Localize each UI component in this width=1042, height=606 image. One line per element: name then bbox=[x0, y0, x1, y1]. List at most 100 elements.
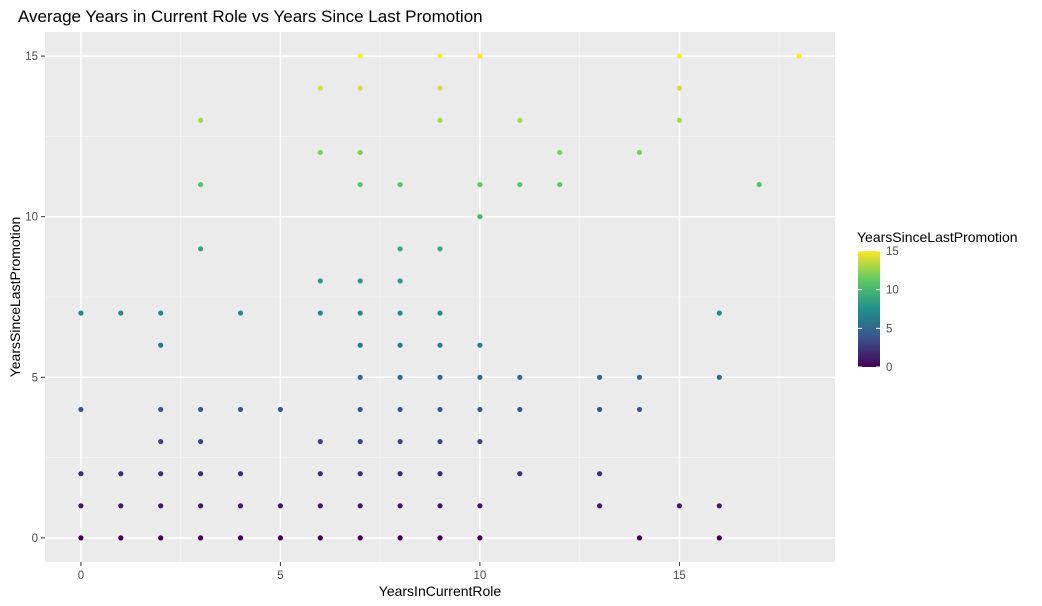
data-point bbox=[198, 535, 204, 541]
data-point bbox=[437, 53, 443, 59]
data-point bbox=[397, 278, 403, 284]
data-point bbox=[397, 181, 403, 188]
data-point bbox=[517, 374, 523, 380]
legend: YearsSinceLastPromotion 0 5 10 15 bbox=[857, 229, 1018, 374]
data-point bbox=[636, 535, 643, 541]
data-point bbox=[158, 438, 164, 445]
data-point bbox=[676, 503, 682, 509]
data-point bbox=[357, 374, 363, 380]
data-point bbox=[437, 85, 443, 91]
legend-colorbar bbox=[858, 251, 880, 367]
data-point bbox=[596, 503, 603, 509]
data-point bbox=[756, 181, 762, 188]
data-point bbox=[198, 406, 204, 413]
data-point bbox=[158, 342, 164, 348]
data-point bbox=[158, 471, 164, 477]
minor-gridlines bbox=[45, 32, 835, 562]
data-point bbox=[517, 117, 523, 123]
data-point bbox=[477, 214, 483, 220]
data-point bbox=[397, 310, 403, 316]
data-point bbox=[78, 310, 84, 316]
y-axis-title: YearsSinceLastPromotion bbox=[7, 217, 23, 378]
data-point bbox=[118, 535, 124, 541]
data-point bbox=[437, 471, 443, 477]
data-point bbox=[596, 374, 603, 380]
y-tick-label: 5 bbox=[32, 372, 38, 384]
x-axis-title: YearsInCurrentRole bbox=[379, 583, 502, 599]
data-point bbox=[277, 503, 284, 509]
data-point bbox=[716, 310, 722, 316]
data-point bbox=[237, 406, 244, 413]
legend-title: YearsSinceLastPromotion bbox=[857, 229, 1018, 245]
data-point bbox=[277, 535, 284, 541]
data-point bbox=[437, 310, 443, 316]
data-point bbox=[477, 181, 483, 188]
data-point bbox=[357, 278, 363, 284]
data-point bbox=[716, 535, 722, 541]
data-point bbox=[237, 471, 244, 477]
data-point bbox=[357, 342, 363, 348]
chart-title: Average Years in Current Role vs Years S… bbox=[18, 7, 483, 26]
data-point bbox=[78, 406, 84, 413]
data-point bbox=[317, 535, 323, 541]
data-point bbox=[78, 535, 84, 541]
data-point bbox=[517, 181, 523, 188]
x-tick-label: 10 bbox=[474, 570, 487, 582]
data-point bbox=[596, 471, 603, 477]
data-point bbox=[477, 53, 483, 59]
data-point bbox=[198, 471, 204, 477]
data-point bbox=[317, 149, 323, 156]
data-point bbox=[437, 438, 443, 445]
y-axis-ticks: 0 5 10 15 bbox=[25, 51, 45, 545]
data-point bbox=[317, 438, 323, 445]
data-point bbox=[796, 53, 802, 59]
data-point bbox=[397, 342, 403, 348]
data-point bbox=[397, 471, 403, 477]
data-point bbox=[317, 278, 323, 284]
data-point bbox=[477, 438, 483, 445]
data-point bbox=[437, 535, 443, 541]
legend-tick-label: 5 bbox=[886, 323, 892, 335]
x-axis-ticks: 0 5 10 15 bbox=[78, 562, 686, 582]
data-point bbox=[357, 438, 363, 445]
data-point bbox=[198, 117, 204, 123]
data-point bbox=[317, 471, 323, 477]
data-point bbox=[397, 535, 403, 541]
data-point bbox=[277, 406, 284, 413]
data-point bbox=[716, 374, 722, 380]
y-tick-label: 10 bbox=[25, 212, 38, 224]
y-tick-label: 15 bbox=[25, 51, 38, 63]
data-point bbox=[158, 503, 164, 509]
data-point bbox=[357, 471, 363, 477]
data-point bbox=[397, 406, 403, 413]
x-tick-label: 0 bbox=[78, 570, 84, 582]
data-point bbox=[397, 374, 403, 380]
data-point bbox=[317, 85, 323, 91]
y-tick-label: 0 bbox=[32, 533, 38, 545]
legend-ticks: 0 5 10 15 bbox=[858, 246, 899, 374]
x-tick-label: 15 bbox=[673, 570, 686, 582]
data-point bbox=[198, 503, 204, 509]
data-point bbox=[636, 374, 643, 380]
legend-tick-label: 10 bbox=[886, 285, 899, 297]
data-point bbox=[317, 310, 323, 316]
legend-tick-label: 0 bbox=[886, 362, 892, 374]
data-point bbox=[357, 310, 363, 316]
data-point bbox=[158, 310, 164, 316]
data-point bbox=[596, 406, 603, 413]
data-point bbox=[477, 406, 483, 413]
data-point bbox=[158, 406, 164, 413]
data-point bbox=[397, 503, 403, 509]
data-point bbox=[676, 85, 682, 91]
data-point bbox=[477, 342, 483, 348]
data-point bbox=[676, 117, 682, 123]
data-point bbox=[437, 503, 443, 509]
data-point bbox=[78, 471, 84, 477]
data-point bbox=[158, 535, 164, 541]
data-point bbox=[477, 503, 483, 509]
data-point bbox=[198, 181, 204, 188]
data-point bbox=[437, 374, 443, 380]
data-point bbox=[237, 503, 244, 509]
data-point bbox=[636, 406, 643, 413]
